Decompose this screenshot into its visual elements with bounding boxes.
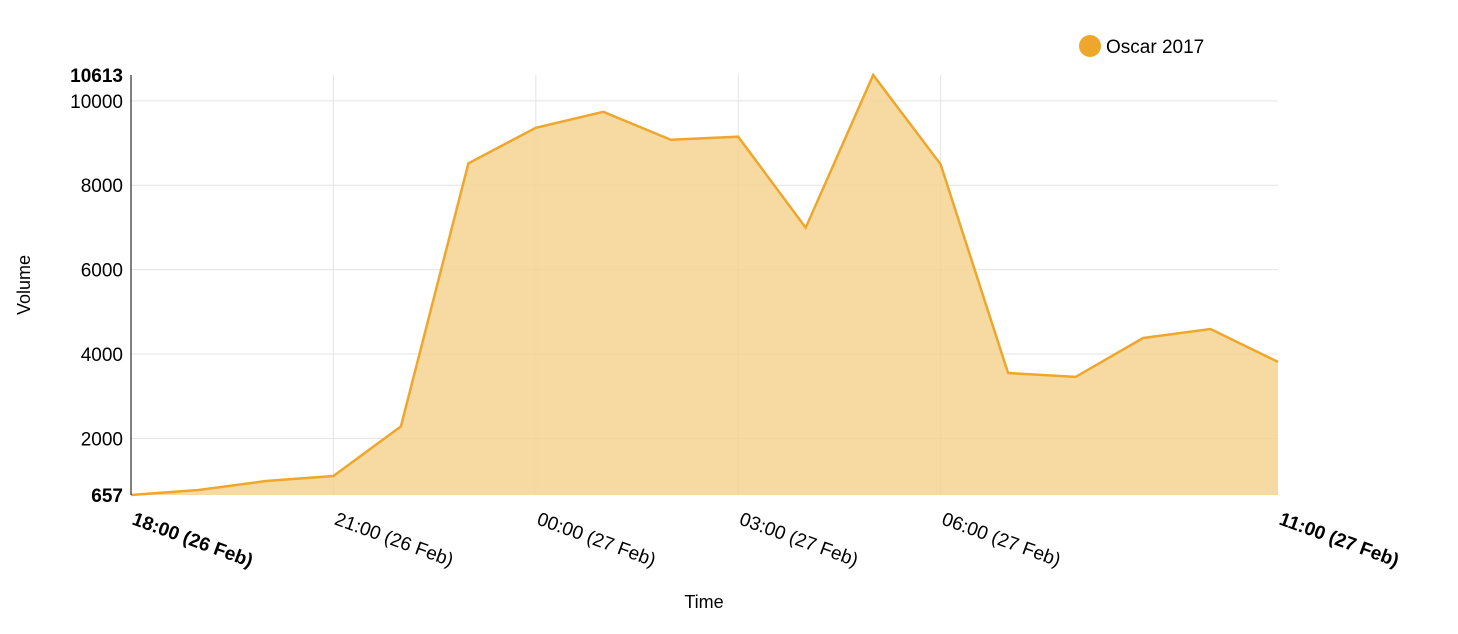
y-axis-ticks: 657 2000 4000 6000 8000 10000 10613 <box>70 66 123 507</box>
legend-marker <box>1079 35 1101 57</box>
y-tick-label: 4000 <box>81 345 123 366</box>
y-tick-label: 10000 <box>70 92 123 113</box>
x-tick-label: 03:00 (27 Feb) <box>737 509 861 571</box>
x-tick-label: 11:00 (27 Feb) <box>1276 509 1401 572</box>
y-tick-label: 8000 <box>81 176 123 197</box>
y-axis-label: Volume <box>14 255 34 315</box>
x-axis-ticks: 18:00 (26 Feb) 21:00 (26 Feb) 00:00 (27 Fe… <box>129 509 1401 572</box>
x-tick-label: 00:00 (27 Feb) <box>534 509 658 571</box>
y-tick-label: 10613 <box>70 66 123 87</box>
series-line-oscar-2017 <box>130 72 1279 497</box>
legend-label: Oscar 2017 <box>1106 37 1204 58</box>
y-tick-label: 6000 <box>81 261 123 282</box>
x-tick-label: 18:00 (26 Feb) <box>129 509 255 572</box>
y-tick-label: 657 <box>91 486 123 507</box>
x-tick-label: 21:00 (26 Feb) <box>332 509 456 571</box>
x-tick-label: 06:00 (27 Feb) <box>939 509 1063 571</box>
series-area-oscar-2017 <box>131 75 1278 495</box>
legend-item[interactable]: Oscar 2017 <box>1079 35 1204 58</box>
x-axis-label: Time <box>684 592 723 612</box>
y-tick-label: 2000 <box>81 429 123 450</box>
